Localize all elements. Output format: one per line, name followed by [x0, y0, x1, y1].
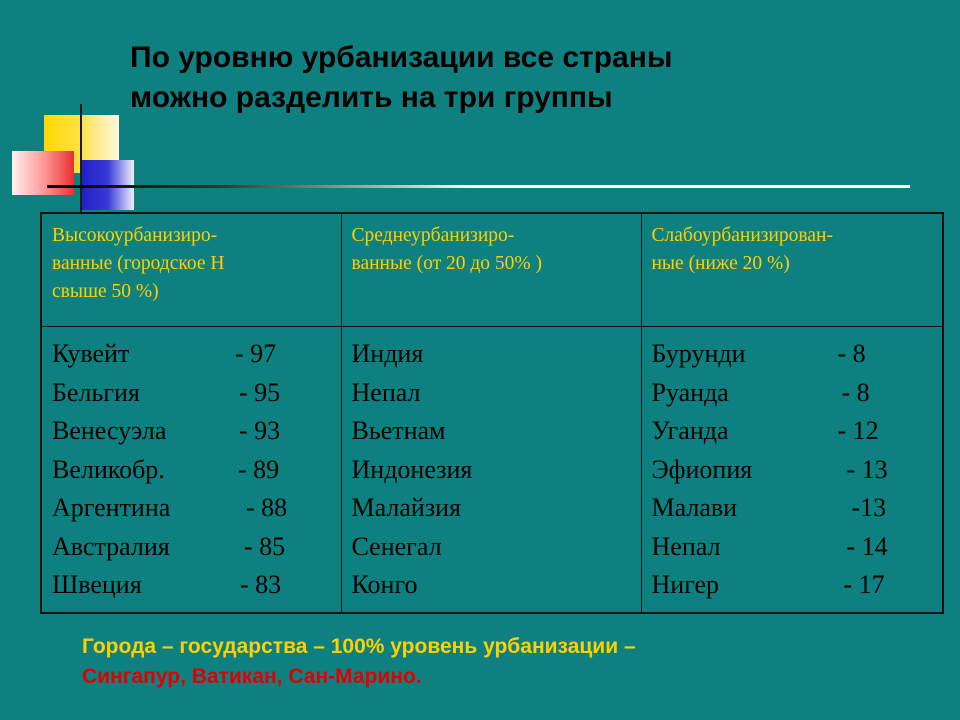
slide-title-line-2: можно разделить на три группы: [130, 81, 613, 114]
header-high-line: свыше 50 %): [52, 281, 159, 302]
country-name: Венесуэла: [52, 416, 167, 445]
header-low-line: Слабоурбанизирован-: [651, 225, 833, 246]
country-name: Бельгия: [52, 377, 140, 407]
country-name: Эфиопия: [651, 454, 753, 484]
header-low: Слабоурбанизирован- ные (ниже 20 %): [640, 212, 944, 327]
country-name: Австралия: [52, 531, 170, 561]
decorative-vertical-line: [80, 104, 82, 214]
country-value: -13: [851, 493, 887, 522]
list-item: Малави -13: [652, 489, 935, 528]
footer-line-city-states: Города – государства – 100% уровень урба…: [82, 635, 636, 658]
header-high-line: ванные (городское Н: [52, 253, 225, 274]
country-value: - 14: [846, 531, 888, 561]
slide-title-line-1: По уровню урбанизации все страны: [130, 41, 673, 74]
country-name: Бурунди: [651, 339, 746, 368]
country-value: - 17: [843, 570, 885, 599]
list-item: Австралия - 85: [52, 528, 333, 567]
list-item: Швеция - 83: [52, 566, 333, 605]
country-name: Кувейт: [52, 339, 130, 368]
list-item: Великобр. - 89: [52, 451, 333, 490]
list-item: Малайзия: [351, 493, 461, 522]
list-item: Аргентина - 88: [52, 489, 333, 528]
list-item: Бельгия - 95: [52, 374, 333, 413]
title-underline: [47, 185, 910, 188]
country-value: - 8: [841, 377, 870, 407]
header-medium-line: ванные (от 20 до 50% ): [351, 253, 543, 274]
list-item: Бурунди - 8: [652, 335, 935, 374]
header-medium: Среднеурбанизиро- ванные (от 20 до 50% ): [340, 212, 642, 327]
country-value: - 8: [837, 339, 866, 368]
country-value: - 88: [246, 493, 288, 522]
country-name: Великобр.: [52, 454, 165, 484]
list-item: Кувейт - 97: [52, 335, 333, 374]
header-low-line: ные (ниже 20 %): [651, 253, 790, 274]
header-high: Высокоурбанизиро- ванные (городское Н св…: [40, 212, 342, 327]
table-header-row: Высокоурбанизиро- ванные (городское Н св…: [40, 212, 944, 327]
country-name: Руанда: [651, 377, 729, 407]
column-medium: Индия Непал Вьетнам Индонезия Малайзия С…: [340, 326, 642, 614]
footer-line-examples: Сингапур, Ватикан, Сан-Марино.: [82, 665, 422, 688]
list-item: Непал - 14: [652, 528, 935, 567]
list-item: Руанда - 8: [652, 374, 935, 413]
column-high: Кувейт - 97 Бельгия - 95 Венесуэла - 93 Вел…: [40, 326, 342, 614]
table-body-row: Кувейт - 97 Бельгия - 95 Венесуэла - 93 Вел…: [40, 326, 944, 614]
slide-title: По уровню урбанизации все страны можно р…: [130, 38, 930, 118]
country-value: - 89: [238, 454, 280, 484]
decorative-red-square: [12, 151, 74, 195]
country-value: - 97: [235, 339, 277, 368]
list-item: Нигер - 17: [652, 566, 935, 605]
country-name: Непал: [651, 531, 721, 561]
header-medium-line: Среднеурбанизиро-: [351, 225, 515, 246]
list-item: Индия: [351, 339, 424, 368]
column-low: Бурунди - 8 Руанда - 8 Уганда - 12 Эфиопия -…: [640, 326, 944, 614]
list-item: Индонезия: [351, 454, 473, 484]
header-high-line: Высокоурбанизиро-: [52, 225, 218, 246]
list-item: Венесуэла - 93: [52, 412, 333, 451]
country-name: Швеция: [52, 570, 142, 599]
country-value: - 13: [846, 454, 888, 484]
country-name: Нигер: [651, 570, 720, 599]
country-value: - 12: [837, 416, 879, 445]
country-value: - 95: [239, 377, 281, 407]
country-value: - 85: [244, 531, 286, 561]
list-item: Сенегал: [351, 531, 442, 561]
urbanization-table: Высокоурбанизиро- ванные (городское Н св…: [40, 212, 944, 614]
list-item: Конго: [351, 570, 418, 599]
list-item: Непал: [351, 377, 421, 407]
country-name: Аргентина: [52, 493, 171, 522]
country-value: - 83: [240, 570, 282, 599]
list-item: Вьетнам: [351, 416, 446, 445]
country-value: - 93: [239, 416, 281, 445]
list-item: Уганда - 12: [652, 412, 935, 451]
country-name: Малави: [651, 493, 738, 522]
country-name: Уганда: [651, 416, 729, 445]
list-item: Эфиопия - 13: [652, 451, 935, 490]
footer-note: Города – государства – 100% уровень урба…: [82, 632, 636, 692]
